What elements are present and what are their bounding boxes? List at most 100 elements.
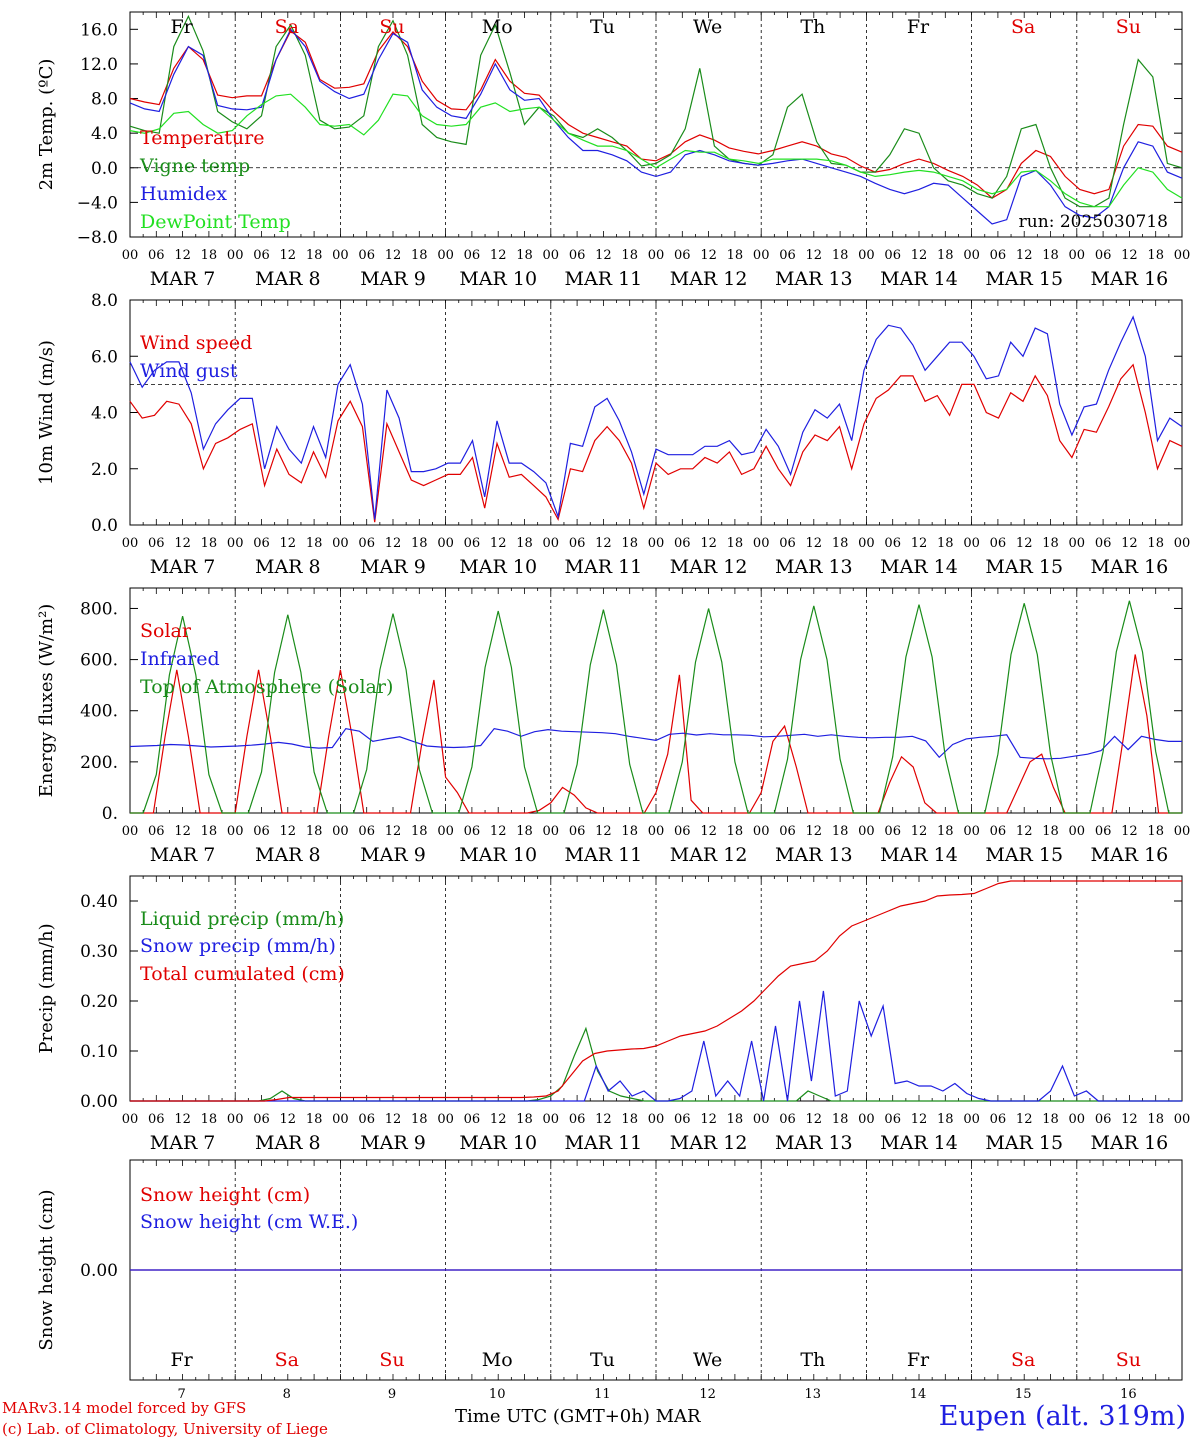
x-hour-label: 00: [227, 536, 244, 551]
y-tick-label: 2.0: [91, 460, 118, 480]
y-tick-label: 0.10: [80, 1042, 118, 1062]
x-hour-label: 00: [543, 1112, 560, 1127]
legend-entry: DewPoint Temp: [140, 211, 291, 233]
day-number-label: 11: [594, 1387, 611, 1402]
run-annotation: run: 2025030718: [1019, 212, 1168, 232]
y-tick-label: 0.00: [80, 1092, 118, 1112]
x-hour-label: 00: [227, 248, 244, 263]
x-date-label: MAR 11: [565, 268, 643, 290]
legend-entry: Snow precip (mm/h): [140, 935, 336, 957]
x-hour-label: 18: [516, 824, 533, 839]
x-hour-label: 00: [858, 248, 875, 263]
x-hour-label: 00: [1174, 248, 1191, 263]
weekday-label: Th: [800, 1349, 825, 1371]
x-hour-label: 12: [490, 824, 507, 839]
legend-entry: Vigne temp: [139, 155, 250, 177]
y-tick-label: 400.: [80, 702, 118, 722]
series-line-total-cumulated-cm-: [130, 880, 1182, 1102]
x-date-label: MAR 15: [985, 268, 1063, 290]
day-number-label: 9: [388, 1387, 396, 1402]
weekday-label: Fr: [907, 1349, 930, 1371]
x-date-label: MAR 7: [150, 556, 216, 578]
x-date-label: MAR 16: [1091, 1132, 1169, 1154]
x-hour-label: 06: [464, 536, 481, 551]
x-hour-label: 12: [595, 1112, 612, 1127]
x-date-label: MAR 16: [1091, 268, 1169, 290]
y-tick-label: 800.: [80, 599, 118, 619]
x-hour-label: 06: [464, 248, 481, 263]
x-hour-label: 12: [174, 248, 191, 263]
panel-1: 16.0 12.0 8.0 4.0 0.0 −4.0 −8.0 2m Temp. (ºC) Te…: [36, 11, 1191, 290]
weekday-label: Su: [1116, 16, 1141, 38]
x-hour-label: 18: [621, 1112, 638, 1127]
x-hour-label: 18: [201, 536, 218, 551]
x-hour-label: 12: [595, 824, 612, 839]
y-tick-label: 0.: [102, 804, 118, 824]
y-tick-label: 6.0: [91, 347, 118, 367]
x-hour-label: 00: [332, 536, 349, 551]
time-axis-label: Time UTC (GMT+0h) MAR: [455, 1406, 701, 1427]
x-hour-label: 00: [858, 824, 875, 839]
y-axis-label: Energy fluxes (W/m²): [36, 604, 57, 798]
legend-entry: Humidex: [140, 183, 227, 205]
weekday-label: Sa: [1011, 16, 1035, 38]
legend-entry: Wind gust: [140, 360, 238, 382]
x-hour-label: 12: [174, 824, 191, 839]
day-number-label: 10: [489, 1387, 506, 1402]
x-date-label: MAR 12: [670, 1132, 748, 1154]
x-date-label: MAR 13: [775, 268, 853, 290]
y-tick-label: 200.: [80, 753, 118, 773]
x-hour-label: 06: [148, 248, 165, 263]
x-hour-label: 12: [700, 248, 717, 263]
x-hour-label: 06: [990, 824, 1007, 839]
x-hour-label: 00: [332, 824, 349, 839]
x-date-label: MAR 9: [360, 556, 426, 578]
y-tick-label: 600.: [80, 651, 118, 671]
x-hour-label: 06: [779, 824, 796, 839]
lab-credit: (c) Lab. of Climatology, University of L…: [2, 1420, 328, 1438]
x-hour-label: 12: [385, 1112, 402, 1127]
y-tick-label: 4.0: [91, 404, 118, 424]
x-hour-label: 00: [437, 536, 454, 551]
weekday-label: Fr: [170, 16, 193, 38]
x-hour-label: 12: [595, 536, 612, 551]
x-hour-label: 00: [963, 536, 980, 551]
x-hour-label: 18: [621, 248, 638, 263]
panel-5: 0.00 Snow height (cm) Snow height (cm) Snow…: [36, 1159, 1183, 1381]
x-date-label: MAR 9: [360, 268, 426, 290]
x-date-label: MAR 16: [1091, 844, 1169, 866]
legend-entry: Total cumulated (cm): [140, 963, 345, 985]
x-hour-label: 00: [858, 1112, 875, 1127]
y-axis-label: 2m Temp. (ºC): [36, 59, 57, 191]
x-hour-label: 06: [358, 248, 375, 263]
x-hour-label: 06: [358, 824, 375, 839]
x-date-label: MAR 13: [775, 844, 853, 866]
x-hour-label: 06: [464, 1112, 481, 1127]
x-hour-label: 12: [1121, 824, 1138, 839]
x-date-label: MAR 14: [880, 1132, 958, 1154]
x-hour-label: 18: [201, 248, 218, 263]
y-tick-label: −8.0: [77, 228, 118, 248]
x-hour-label: 00: [963, 1112, 980, 1127]
weekday-label: Su: [1116, 1349, 1141, 1371]
x-hour-label: 18: [832, 536, 849, 551]
x-hour-label: 06: [779, 248, 796, 263]
legend-entry: Liquid precip (mm/h): [140, 908, 344, 930]
x-hour-label: 06: [1095, 248, 1112, 263]
x-hour-label: 00: [753, 824, 770, 839]
x-hour-label: 12: [806, 248, 823, 263]
day-number-label: 13: [805, 1387, 822, 1402]
x-date-label: MAR 9: [360, 844, 426, 866]
x-hour-label: 00: [963, 248, 980, 263]
x-hour-label: 06: [884, 248, 901, 263]
x-date-label: MAR 16: [1091, 556, 1169, 578]
model-credit: MARv3.14 model forced by GFS: [2, 1399, 247, 1417]
legend-entry: Top of Atmosphere (Solar): [140, 676, 393, 698]
x-hour-label: 12: [385, 248, 402, 263]
x-hour-label: 06: [1095, 824, 1112, 839]
x-hour-label: 00: [963, 824, 980, 839]
x-date-label: MAR 13: [775, 1132, 853, 1154]
x-hour-label: 12: [911, 1112, 928, 1127]
x-hour-label: 12: [1121, 536, 1138, 551]
panel-frame: [129, 11, 1183, 238]
